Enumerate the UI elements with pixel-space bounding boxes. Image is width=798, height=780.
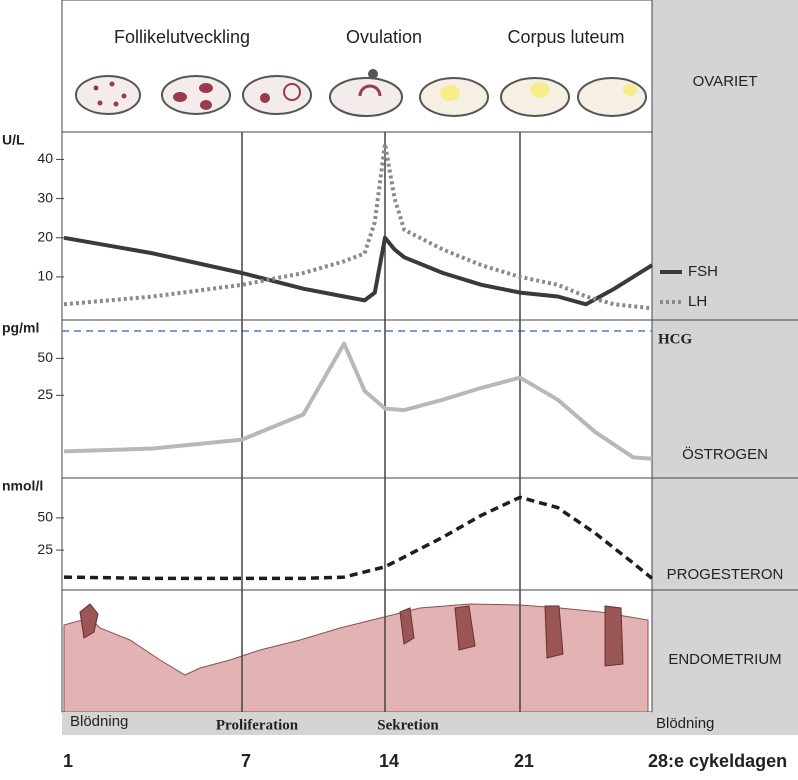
- y-tick-label: 50: [37, 509, 53, 525]
- x-tick-label: 1: [63, 751, 73, 771]
- y-tick-label: 30: [37, 189, 53, 205]
- panel-label: ÖSTROGEN: [682, 445, 768, 463]
- y-axis-label: nmol/l: [2, 478, 43, 494]
- x-tick-label: 28:e cykeldagen: [648, 751, 787, 771]
- y-tick-label: 25: [37, 541, 53, 557]
- line-solid: [63, 235, 654, 307]
- legend-label: FSH: [688, 263, 718, 280]
- panel-label: ENDOMETRIUM: [668, 651, 781, 668]
- bleeding-label: Blödning: [70, 713, 128, 730]
- endometrium: [63, 603, 649, 713]
- phase-label: Corpus luteum: [507, 27, 624, 47]
- x-tick-label: 21: [514, 751, 534, 771]
- y-axis-label: pg/ml: [2, 320, 39, 336]
- phase-label: Proliferation: [216, 717, 299, 733]
- y-tick-label: 20: [37, 228, 53, 244]
- line-solid: [63, 341, 653, 461]
- y-tick-label: 40: [37, 150, 53, 166]
- phase-label: Ovulation: [346, 27, 422, 47]
- line-dashed: [63, 495, 654, 581]
- phase-label: Sekretion: [377, 717, 439, 733]
- legend-label: LH: [688, 293, 707, 310]
- y-tick-label: 50: [37, 349, 53, 365]
- x-tick-label: 14: [379, 751, 399, 771]
- chart-frame: [61, 131, 653, 591]
- y-tick-label: 25: [37, 386, 53, 402]
- bleeding-bar: [62, 712, 652, 735]
- endometrium-glands: [79, 603, 624, 667]
- y-tick-label: 10: [37, 268, 53, 284]
- line-dotted: [63, 141, 653, 311]
- hcg-label: HCG: [658, 331, 693, 347]
- y-axis-label: U/L: [2, 132, 25, 148]
- ovary-icons: [75, 69, 647, 117]
- phase-label: Follikelutveckling: [114, 27, 250, 47]
- x-tick-label: 7: [241, 751, 251, 771]
- panel-label: OVARIET: [693, 73, 758, 90]
- side-column: [652, 0, 798, 735]
- bleeding-label: Blödning: [656, 715, 714, 732]
- panel-label: PROGESTERON: [667, 566, 784, 583]
